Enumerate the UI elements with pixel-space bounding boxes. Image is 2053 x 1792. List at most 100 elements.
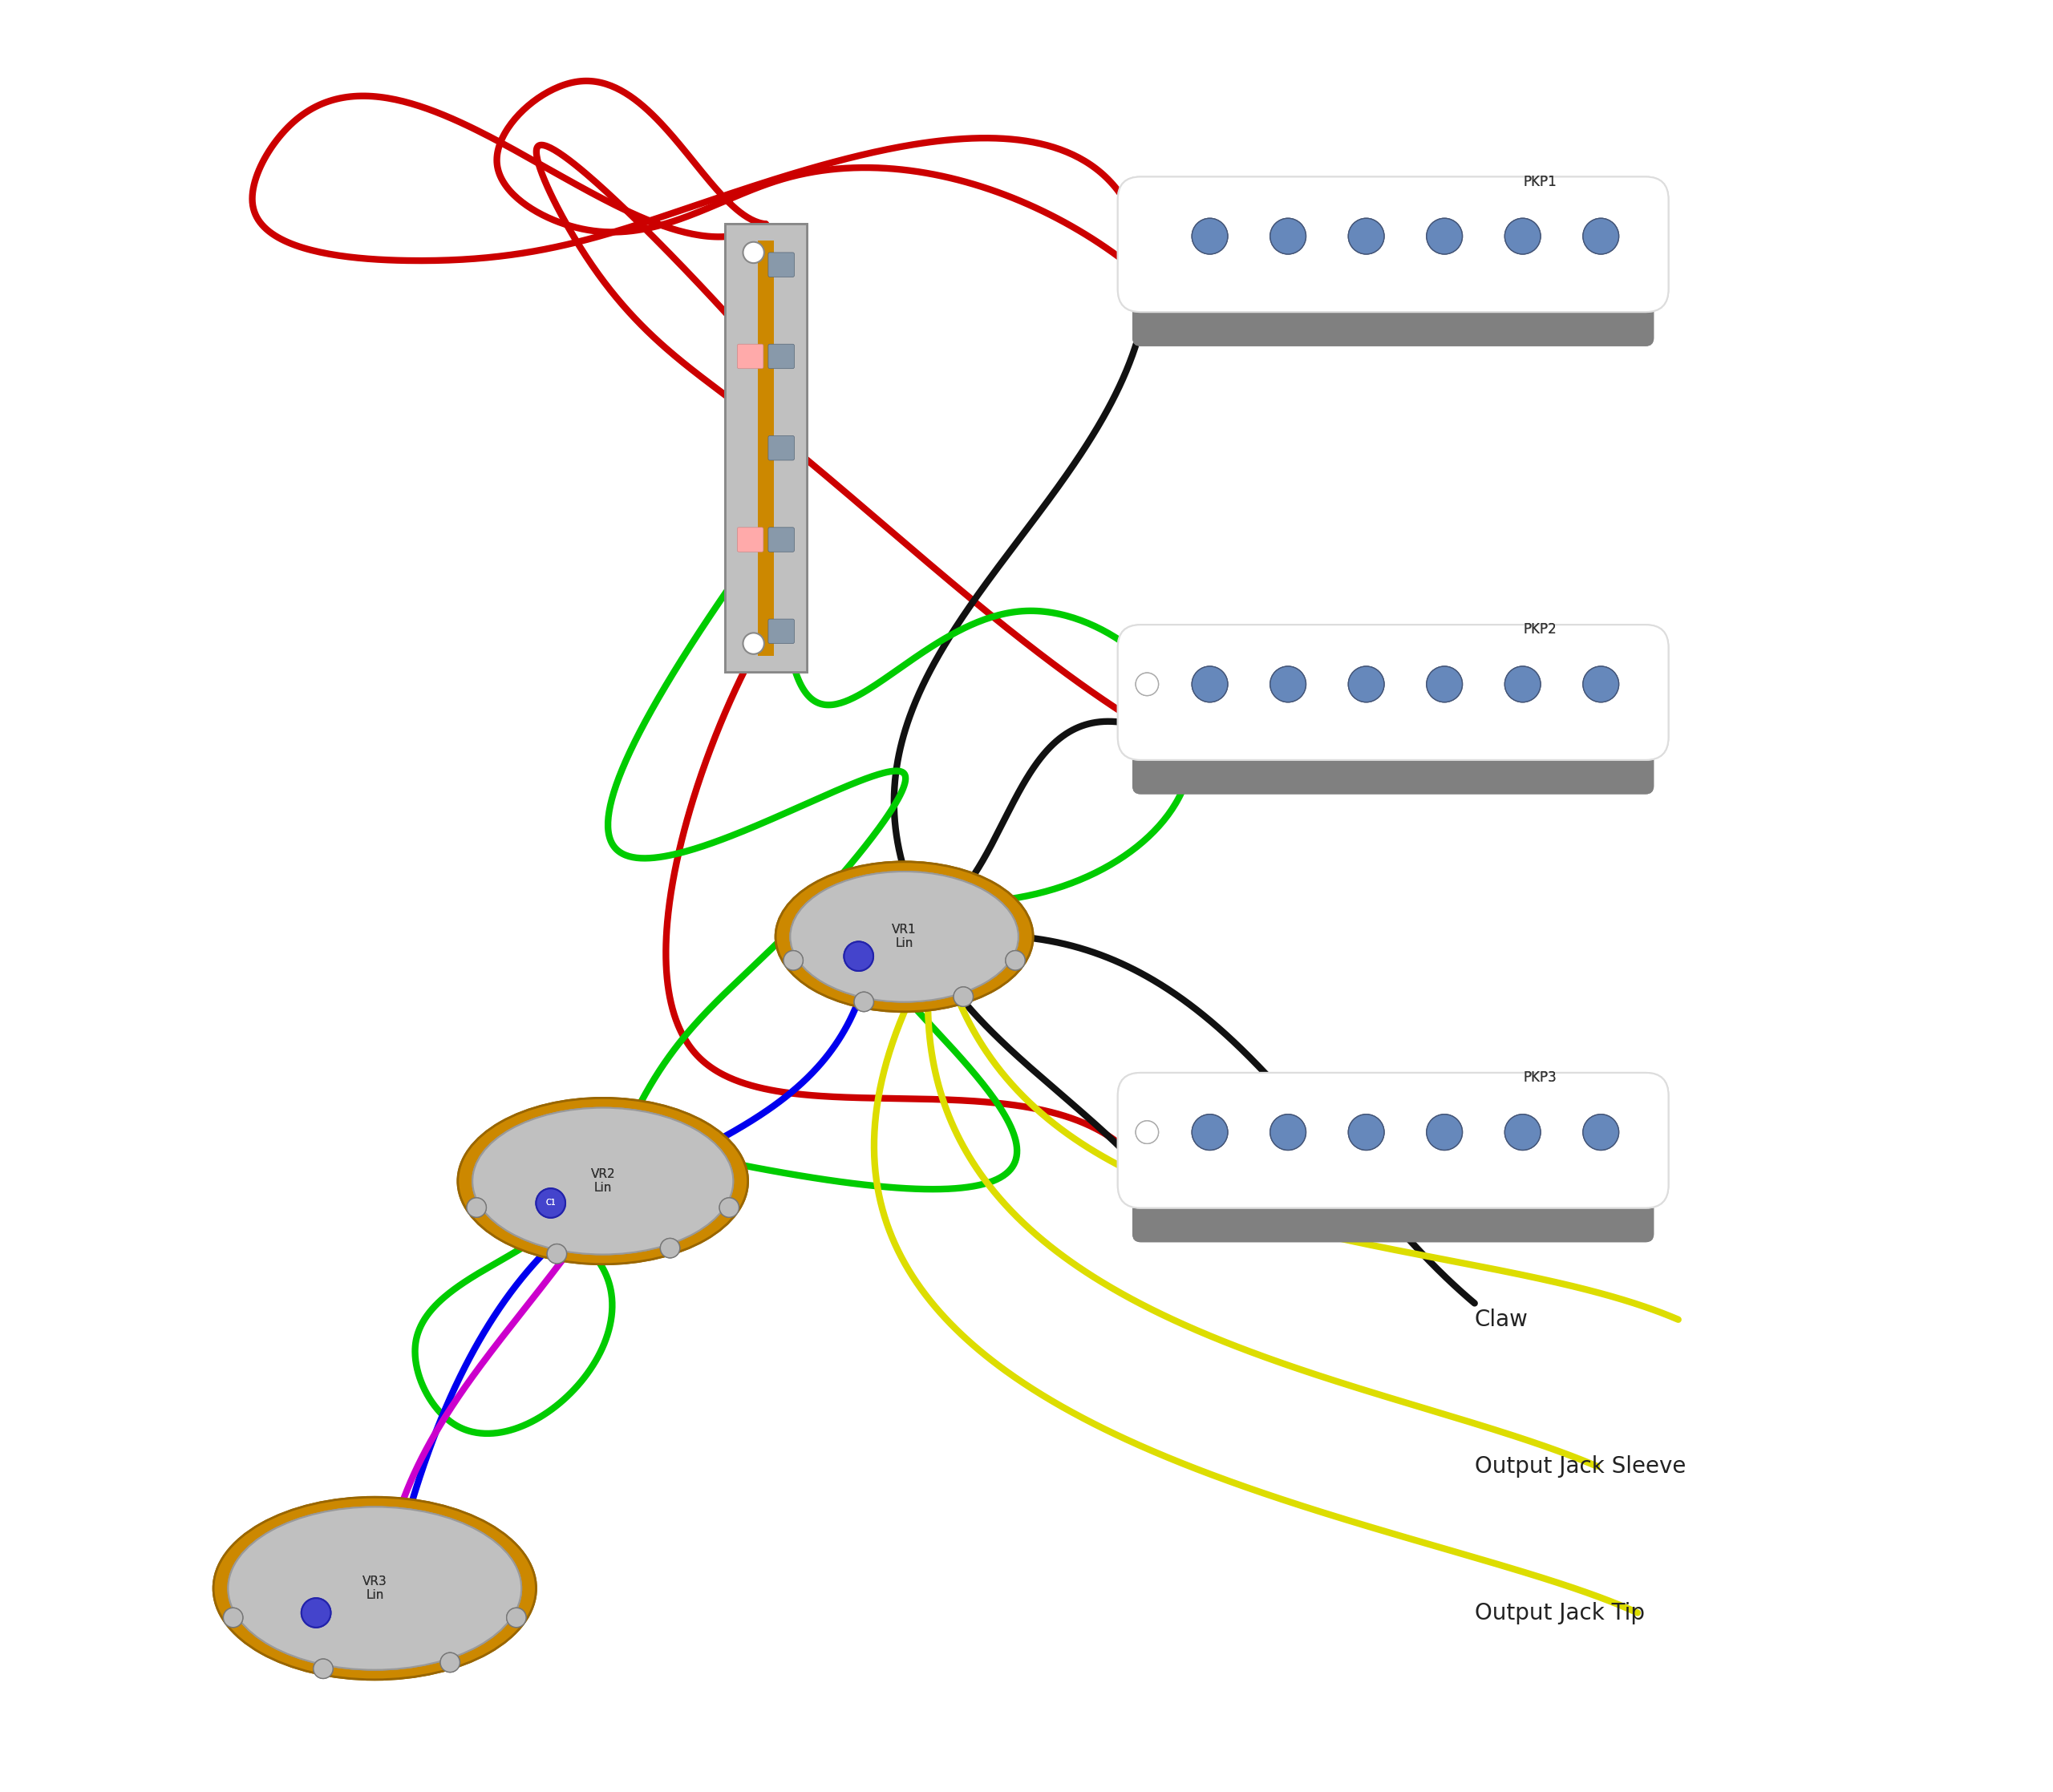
- FancyBboxPatch shape: [768, 253, 795, 278]
- Text: VR3
Lin: VR3 Lin: [363, 1575, 388, 1602]
- Circle shape: [1505, 219, 1540, 254]
- Circle shape: [546, 1244, 567, 1263]
- Circle shape: [1271, 667, 1306, 702]
- Circle shape: [1349, 667, 1384, 702]
- Circle shape: [743, 242, 764, 263]
- Circle shape: [1505, 1115, 1540, 1150]
- Circle shape: [784, 950, 803, 969]
- FancyBboxPatch shape: [1117, 625, 1669, 760]
- FancyBboxPatch shape: [737, 527, 764, 552]
- Circle shape: [1583, 667, 1620, 702]
- Circle shape: [1427, 667, 1462, 702]
- Text: Output Jack Tip: Output Jack Tip: [1474, 1602, 1644, 1624]
- Circle shape: [1006, 950, 1024, 969]
- Text: PKP3: PKP3: [1523, 1070, 1556, 1084]
- Circle shape: [1135, 1120, 1158, 1143]
- FancyBboxPatch shape: [768, 435, 795, 461]
- Circle shape: [743, 633, 764, 654]
- Circle shape: [1505, 219, 1540, 254]
- Circle shape: [1135, 1120, 1158, 1143]
- Circle shape: [1271, 219, 1306, 254]
- FancyBboxPatch shape: [768, 344, 795, 369]
- Circle shape: [719, 1197, 739, 1217]
- Bar: [758, 240, 774, 656]
- Text: VR3
Lin: VR3 Lin: [363, 1575, 388, 1602]
- Circle shape: [743, 242, 764, 263]
- Circle shape: [1193, 1115, 1228, 1150]
- Text: C1: C1: [546, 1199, 556, 1208]
- Circle shape: [1349, 1115, 1384, 1150]
- FancyBboxPatch shape: [768, 618, 795, 643]
- Circle shape: [546, 1244, 567, 1263]
- Circle shape: [743, 633, 764, 654]
- Circle shape: [1349, 667, 1384, 702]
- FancyBboxPatch shape: [1133, 1177, 1655, 1242]
- Circle shape: [1271, 219, 1306, 254]
- FancyBboxPatch shape: [768, 527, 795, 552]
- Circle shape: [466, 1197, 487, 1217]
- Text: VR1
Lin: VR1 Lin: [891, 923, 916, 950]
- Circle shape: [1583, 1115, 1620, 1150]
- Circle shape: [1349, 219, 1384, 254]
- Circle shape: [1427, 1115, 1462, 1150]
- FancyBboxPatch shape: [1133, 1177, 1655, 1242]
- Bar: [725, 224, 807, 672]
- FancyBboxPatch shape: [737, 527, 764, 552]
- Circle shape: [661, 1238, 680, 1258]
- Ellipse shape: [214, 1496, 536, 1679]
- Circle shape: [1427, 219, 1462, 254]
- FancyBboxPatch shape: [768, 435, 795, 461]
- Ellipse shape: [790, 871, 1018, 1002]
- Circle shape: [1583, 219, 1620, 254]
- Circle shape: [536, 1188, 565, 1219]
- Circle shape: [1583, 1115, 1620, 1150]
- Text: PKP2: PKP2: [1523, 622, 1556, 636]
- Circle shape: [844, 941, 873, 971]
- Circle shape: [1271, 1115, 1306, 1150]
- Circle shape: [784, 950, 803, 969]
- FancyBboxPatch shape: [768, 618, 795, 643]
- Circle shape: [1505, 667, 1540, 702]
- Ellipse shape: [228, 1507, 521, 1670]
- FancyBboxPatch shape: [1117, 625, 1669, 760]
- Ellipse shape: [790, 871, 1018, 1002]
- FancyBboxPatch shape: [1133, 729, 1655, 794]
- Circle shape: [507, 1607, 526, 1627]
- Circle shape: [719, 1197, 739, 1217]
- Bar: [725, 224, 807, 672]
- Circle shape: [1349, 1115, 1384, 1150]
- Circle shape: [466, 1197, 487, 1217]
- Circle shape: [1193, 667, 1228, 702]
- Ellipse shape: [228, 1507, 521, 1670]
- Circle shape: [1193, 219, 1228, 254]
- Circle shape: [1135, 672, 1158, 695]
- FancyBboxPatch shape: [768, 344, 795, 369]
- Circle shape: [1193, 667, 1228, 702]
- Circle shape: [1505, 667, 1540, 702]
- Text: VR2
Lin: VR2 Lin: [591, 1168, 616, 1193]
- Circle shape: [854, 993, 875, 1011]
- FancyBboxPatch shape: [768, 253, 795, 278]
- Ellipse shape: [472, 1107, 733, 1254]
- Ellipse shape: [472, 1107, 733, 1254]
- FancyBboxPatch shape: [768, 527, 795, 552]
- Circle shape: [314, 1659, 333, 1679]
- Ellipse shape: [458, 1098, 747, 1263]
- Circle shape: [224, 1607, 242, 1627]
- FancyBboxPatch shape: [1133, 729, 1655, 794]
- Text: C1: C1: [546, 1199, 556, 1208]
- Circle shape: [844, 941, 873, 971]
- Circle shape: [302, 1598, 331, 1627]
- Text: Claw: Claw: [1474, 1308, 1527, 1331]
- Circle shape: [1006, 950, 1024, 969]
- Circle shape: [1427, 1115, 1462, 1150]
- Circle shape: [1271, 667, 1306, 702]
- Circle shape: [953, 987, 973, 1007]
- Circle shape: [1135, 672, 1158, 695]
- Circle shape: [507, 1607, 526, 1627]
- Circle shape: [1427, 667, 1462, 702]
- Circle shape: [1583, 219, 1620, 254]
- FancyBboxPatch shape: [737, 344, 764, 369]
- FancyBboxPatch shape: [1117, 1073, 1669, 1208]
- Ellipse shape: [776, 862, 1033, 1012]
